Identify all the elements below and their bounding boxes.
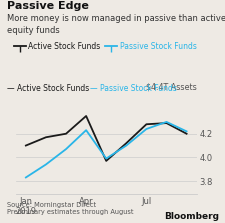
- Text: $4.4T Assets: $4.4T Assets: [145, 83, 196, 92]
- Legend: Active Stock Funds, Passive Stock Funds: Active Stock Funds, Passive Stock Funds: [11, 39, 199, 54]
- Text: Source: Morningstar Direct
Preliminary estimates through August: Source: Morningstar Direct Preliminary e…: [7, 202, 133, 215]
- Text: — Passive Stock Funds: — Passive Stock Funds: [90, 84, 176, 93]
- Text: Passive Edge: Passive Edge: [7, 1, 88, 11]
- Text: Bloomberg: Bloomberg: [164, 212, 218, 221]
- Text: — Active Stock Funds: — Active Stock Funds: [7, 84, 89, 93]
- Text: More money is now managed in passive than active US
equity funds: More money is now managed in passive tha…: [7, 14, 225, 35]
